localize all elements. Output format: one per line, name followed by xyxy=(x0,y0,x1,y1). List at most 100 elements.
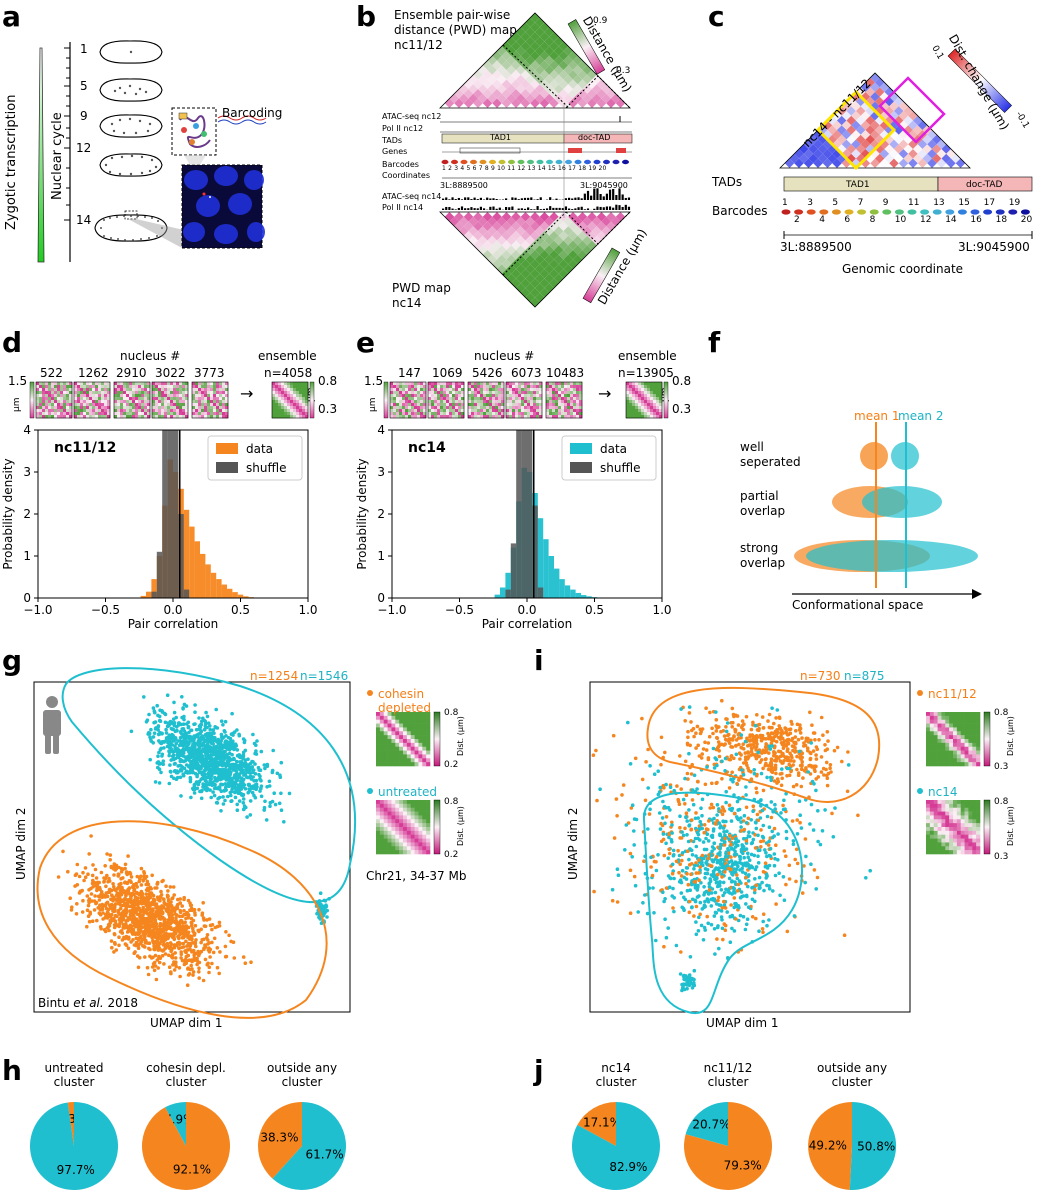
umap-point xyxy=(181,734,185,739)
umap-point xyxy=(198,765,203,770)
umap-point xyxy=(135,885,139,889)
panel-b-barcode-numbers: 1 2 3 4 5 6 7 8 9 10 11 12 13 14 15 16 1… xyxy=(442,165,607,172)
umap-point xyxy=(189,795,193,800)
map-pixel xyxy=(495,388,499,392)
map-pixel xyxy=(299,391,303,395)
map-pixel xyxy=(509,397,513,401)
map-pixel xyxy=(51,412,55,416)
map-pixel xyxy=(123,385,127,389)
map-pixel xyxy=(417,403,421,407)
umap-point xyxy=(174,916,178,920)
map-pixel xyxy=(272,403,276,407)
hist-bar-data xyxy=(586,596,592,598)
map-pixel xyxy=(204,406,208,410)
map-pixel xyxy=(167,403,171,407)
panel-e-ensemble-n: n=13905 xyxy=(618,366,674,380)
map-pixel xyxy=(132,397,136,401)
map-pixel xyxy=(408,385,412,389)
map-pixel xyxy=(284,391,288,395)
f-axis-arrowhead xyxy=(972,589,982,599)
pol2-nc14-bar xyxy=(545,208,549,210)
map-pixel xyxy=(555,409,559,413)
map-pixel xyxy=(539,412,543,416)
map-pixel xyxy=(483,397,487,401)
umap-point xyxy=(267,779,272,784)
map-pixel xyxy=(492,397,496,401)
map-pixel xyxy=(477,406,481,410)
y-axis-label: Probability density xyxy=(1,458,15,569)
umap-point xyxy=(182,929,186,934)
mini-cbar-left xyxy=(383,381,389,419)
map-pixel xyxy=(48,391,52,395)
map-pixel xyxy=(272,400,276,404)
map-pixel xyxy=(411,412,415,416)
umap-point xyxy=(112,885,116,889)
map-pixel xyxy=(74,382,78,386)
map-pixel xyxy=(552,409,556,413)
umap-point xyxy=(153,964,158,968)
legend-label-shuffle: shuffle xyxy=(246,461,286,475)
map-pixel xyxy=(474,391,478,395)
map-pixel xyxy=(506,415,510,419)
map-pixel xyxy=(66,397,70,401)
map-pixel xyxy=(506,382,510,386)
map-pixel xyxy=(185,394,189,398)
map-pixel xyxy=(107,382,111,386)
barcode-mark xyxy=(451,159,458,165)
map-pixel xyxy=(126,406,130,410)
umap-point xyxy=(199,738,203,742)
umap-point xyxy=(147,712,151,717)
map-pixel xyxy=(512,403,516,407)
barcode-mark xyxy=(584,159,591,165)
map-pixel xyxy=(299,406,303,410)
map-pixel xyxy=(489,400,493,404)
map-pixel xyxy=(468,382,472,386)
map-pixel xyxy=(219,403,223,407)
map-pixel xyxy=(477,400,481,404)
map-pixel xyxy=(498,409,502,413)
map-pixel xyxy=(104,403,108,407)
map-pixel xyxy=(555,388,559,392)
pol2-nc14-bar xyxy=(552,207,555,210)
map-pixel xyxy=(107,406,111,410)
map-pixel xyxy=(80,385,84,389)
single-nucleus-map xyxy=(113,381,151,419)
barcode-mark xyxy=(470,159,477,165)
map-pixel xyxy=(405,391,409,395)
map-pixel xyxy=(117,403,121,407)
map-pixel xyxy=(120,391,124,395)
map-pixel xyxy=(155,388,159,392)
map-pixel xyxy=(167,382,171,386)
map-pixel xyxy=(546,403,550,407)
umap-point xyxy=(77,874,82,879)
umap-point xyxy=(120,903,124,908)
map-pixel xyxy=(275,391,279,395)
map-pixel xyxy=(164,415,168,419)
map-pixel xyxy=(626,394,630,398)
map-pixel xyxy=(77,394,81,398)
map-pixel xyxy=(647,409,651,413)
map-pixel xyxy=(656,406,660,410)
map-pixel xyxy=(431,382,435,386)
map-pixel xyxy=(635,391,639,395)
map-pixel xyxy=(198,412,202,416)
track-genes: Genes xyxy=(382,147,408,156)
map-pixel xyxy=(650,388,654,392)
umap-point xyxy=(197,953,201,958)
legend-label-data: data xyxy=(600,442,627,456)
map-pixel xyxy=(561,412,565,416)
map-pixel xyxy=(477,385,481,389)
map-pixel xyxy=(411,403,415,407)
map-pixel xyxy=(486,409,490,413)
umap-point xyxy=(205,714,210,719)
map-pixel xyxy=(399,388,403,392)
umap-point xyxy=(214,744,219,749)
map-pixel xyxy=(440,397,444,401)
map-pixel xyxy=(659,409,663,413)
map-pixel xyxy=(539,397,543,401)
map-pixel xyxy=(182,397,186,401)
map-pixel xyxy=(468,400,472,404)
map-pixel xyxy=(74,400,78,404)
umap-point xyxy=(131,884,135,889)
panel-e-ensemble-label: ensemble xyxy=(618,349,677,363)
